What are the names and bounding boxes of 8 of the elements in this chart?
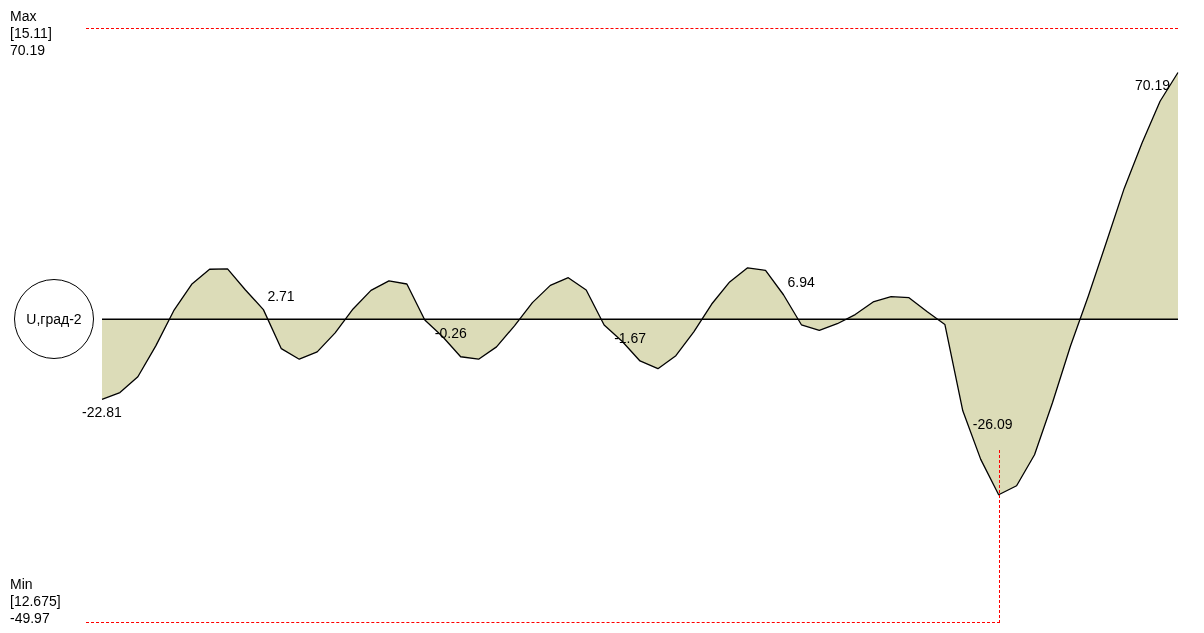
- data-label: -22.81: [82, 404, 122, 421]
- data-label: 6.94: [787, 273, 815, 290]
- y-axis-title: U,град-2: [14, 279, 94, 360]
- data-label: 2.71: [267, 288, 295, 305]
- data-label: 70.19: [1134, 77, 1171, 94]
- data-label: -26.09: [972, 415, 1013, 432]
- text: Min [12.675] -49.97: [10, 576, 61, 627]
- text: Max [15.11] 70.19: [10, 8, 52, 59]
